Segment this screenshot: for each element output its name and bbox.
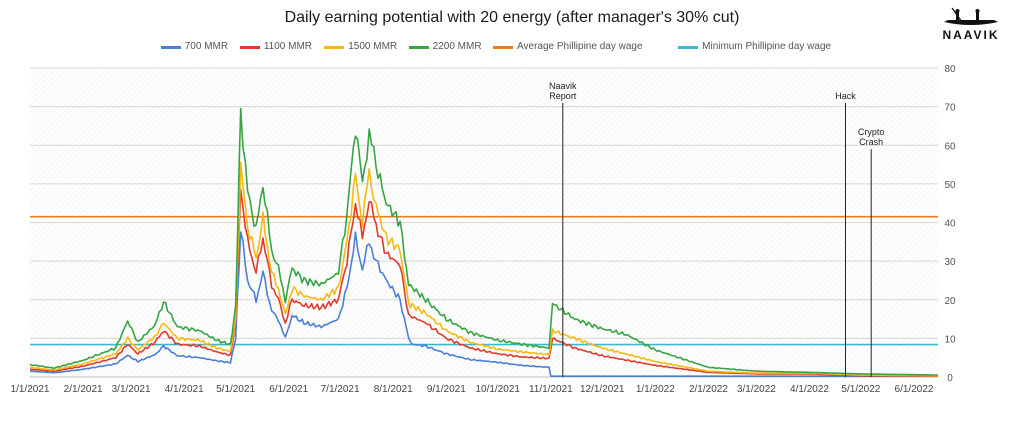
x-tick-label: 1/1/2021 bbox=[11, 384, 50, 395]
y-tick-label: 60 bbox=[944, 141, 956, 152]
legend-swatch bbox=[493, 46, 514, 49]
y-tick-label: 20 bbox=[944, 296, 956, 307]
series-line bbox=[29, 231, 938, 377]
y-tick-label: 0 bbox=[947, 373, 953, 384]
annotation-label: Hack bbox=[835, 91, 856, 101]
x-tick-label: 6/1/2022 bbox=[895, 384, 934, 395]
legend-swatch bbox=[678, 46, 699, 49]
legend-swatch bbox=[239, 46, 260, 49]
x-tick-label: 5/1/2022 bbox=[841, 384, 880, 395]
chart-legend: 700 MMR 1100 MMR 1500 MMR 2200 MMR Average P… bbox=[0, 40, 1024, 56]
x-tick-label: 10/1/2021 bbox=[475, 384, 520, 395]
x-tick-label: 2/1/2022 bbox=[689, 384, 728, 395]
x-tick-label: 6/1/2021 bbox=[269, 384, 308, 395]
x-tick-label: 3/1/2022 bbox=[737, 384, 776, 395]
y-tick-label: 10 bbox=[944, 334, 956, 345]
annotation-label: Naavik bbox=[549, 81, 577, 91]
legend-swatch bbox=[324, 46, 345, 49]
y-tick-label: 70 bbox=[944, 103, 956, 114]
legend-swatch bbox=[160, 46, 181, 49]
x-tick-label: 4/1/2021 bbox=[165, 384, 204, 395]
x-tick-label: 5/1/2021 bbox=[216, 384, 255, 395]
legend-label: Minimum Phillipine day wage bbox=[702, 41, 832, 52]
x-tick-label: 4/1/2022 bbox=[790, 384, 829, 395]
series-line bbox=[29, 161, 938, 377]
legend-label: 2200 MMR bbox=[432, 41, 482, 52]
y-tick-label: 80 bbox=[944, 64, 956, 75]
x-tick-label: 11/1/2021 bbox=[529, 384, 573, 395]
y-tick-label: 30 bbox=[944, 257, 956, 268]
x-tick-label: 2/1/2021 bbox=[64, 384, 103, 395]
naavik-logo: NAAVIK bbox=[938, 6, 1004, 46]
x-tick-label: 9/1/2021 bbox=[427, 384, 466, 395]
annotation-label: Crypto bbox=[858, 127, 885, 137]
x-tick-label: 1/1/2022 bbox=[636, 384, 675, 395]
legend-label: Average Phillipine day wage bbox=[517, 41, 643, 52]
y-tick-label: 40 bbox=[944, 219, 956, 230]
series-line bbox=[29, 107, 939, 376]
legend-label: 700 MMR bbox=[184, 41, 229, 52]
annotation-label: Crash bbox=[859, 137, 883, 147]
boat-icon bbox=[944, 7, 998, 25]
x-tick-label: 3/1/2021 bbox=[112, 384, 151, 395]
legend-swatch bbox=[408, 46, 429, 49]
x-tick-label: 12/1/2021 bbox=[580, 384, 625, 395]
x-tick-label: 8/1/2021 bbox=[374, 384, 413, 395]
x-tick-label: 7/1/2021 bbox=[321, 384, 360, 395]
logo-text: NAAVIK bbox=[942, 28, 1000, 42]
annotation-label: Report bbox=[549, 91, 577, 101]
y-tick-label: 50 bbox=[944, 180, 956, 191]
legend-label: 1100 MMR bbox=[263, 41, 313, 52]
legend-label: 1500 MMR bbox=[348, 41, 398, 52]
chart-title: Daily earning potential with 20 energy (… bbox=[284, 9, 740, 26]
